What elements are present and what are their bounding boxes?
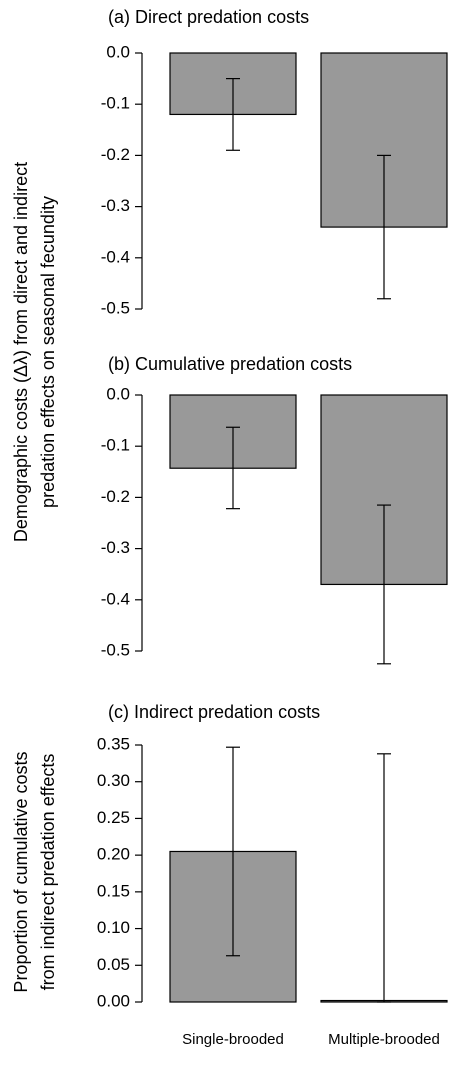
y-tick-label: -0.3 (101, 196, 130, 215)
y-tick-label: 0.00 (97, 991, 130, 1010)
panel-title: (a) Direct predation costs (108, 7, 309, 27)
y-tick-label: -0.2 (101, 487, 130, 506)
y-tick-label: 0.0 (106, 42, 130, 61)
y-tick-label: 0.35 (97, 734, 130, 753)
y-tick-label: -0.4 (101, 589, 130, 608)
y-tick-label: 0.20 (97, 845, 130, 864)
y-tick-label: 0.30 (97, 771, 130, 790)
panel-title: (b) Cumulative predation costs (108, 354, 352, 374)
y-axis-label: predation effects on seasonal fecundity (38, 196, 58, 508)
y-tick-label: -0.1 (101, 436, 130, 455)
y-axis-label: from indirect predation effects (38, 754, 58, 991)
y-tick-label: 0.0 (106, 384, 130, 403)
x-tick-label: Single-brooded (182, 1031, 284, 1048)
x-tick-label: Multiple-brooded (328, 1031, 440, 1048)
y-tick-label: -0.5 (101, 298, 130, 317)
y-tick-label: -0.1 (101, 94, 130, 113)
y-tick-label: -0.4 (101, 247, 130, 266)
y-axis-label: Demographic costs (Δλ) from direct and i… (11, 162, 31, 542)
y-tick-label: 0.25 (97, 808, 130, 827)
y-tick-label: -0.5 (101, 640, 130, 659)
y-tick-label: -0.3 (101, 538, 130, 557)
y-tick-label: 0.15 (97, 881, 130, 900)
y-axis-label: Proportion of cumulative costs (11, 751, 31, 992)
y-tick-label: 0.05 (97, 955, 130, 974)
y-tick-label: -0.2 (101, 145, 130, 164)
y-tick-label: 0.10 (97, 918, 130, 937)
panel-title: (c) Indirect predation costs (108, 702, 320, 722)
